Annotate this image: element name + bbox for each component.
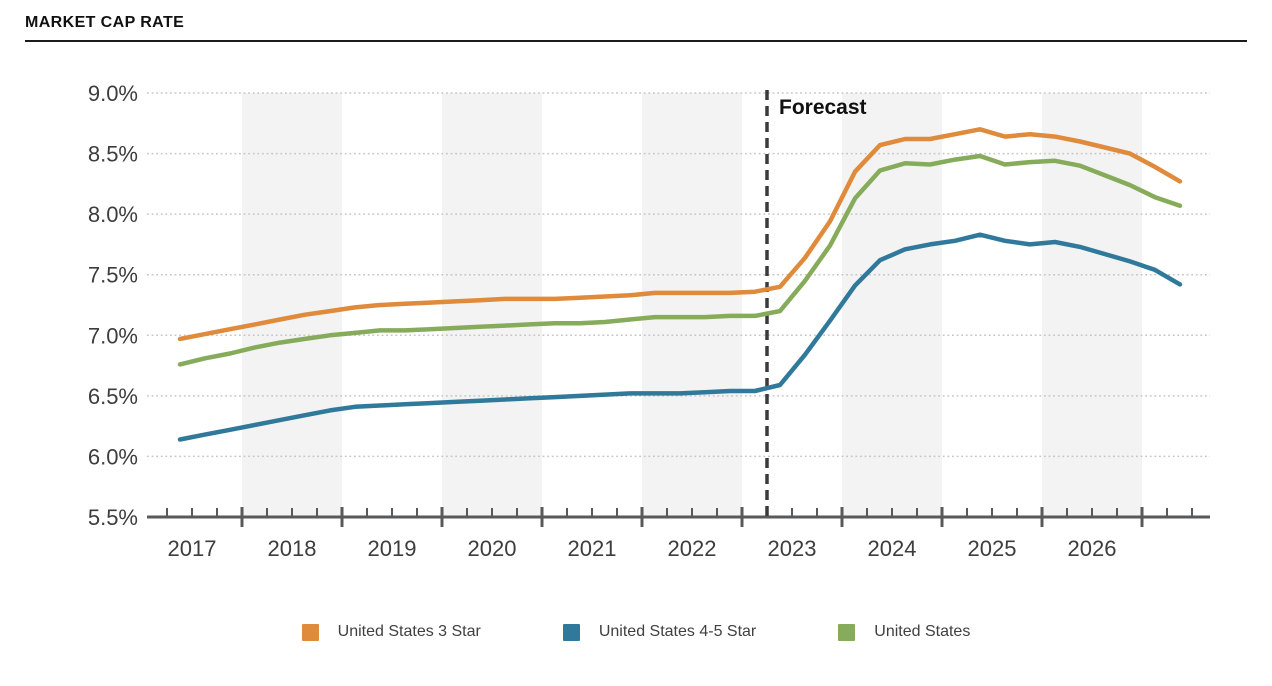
y-axis-label-8.5%: 8.5% (88, 142, 138, 167)
legend-label-3-star: United States 3 Star (337, 623, 481, 640)
x-axis-label-2019: 2019 (368, 536, 417, 561)
x-axis-label-2020: 2020 (468, 536, 517, 561)
y-axis-label-9.0%: 9.0% (88, 81, 138, 106)
x-axis-label-2022: 2022 (668, 536, 717, 561)
legend-label-4-5-star: United States 4-5 Star (598, 623, 757, 640)
year-band-2022 (642, 93, 742, 517)
y-axis-label-8.0%: 8.0% (88, 202, 138, 227)
year-band-2026 (1042, 93, 1142, 517)
year-band-2018 (242, 93, 342, 517)
x-axis-label-2017: 2017 (168, 536, 217, 561)
year-band-2024 (842, 93, 942, 517)
x-axis-label-2018: 2018 (268, 536, 317, 561)
y-axis-label-7.5%: 7.5% (88, 263, 138, 288)
year-band-2020 (442, 93, 542, 517)
legend-swatch-4-5-star-icon (562, 623, 580, 641)
y-axis-label-6.5%: 6.5% (88, 384, 138, 409)
x-axis-label-2026: 2026 (1068, 536, 1117, 561)
series-line-united-states-4-5-star (177, 232, 1183, 442)
y-axis-label-7.0%: 7.0% (88, 323, 138, 348)
x-axis-label-2024: 2024 (868, 536, 917, 561)
legend-item-4-5-star: United States 4-5 Star (562, 623, 757, 641)
x-axis-label-2023: 2023 (768, 536, 817, 561)
legend-label-united-states: United States (874, 623, 971, 640)
cap-rate-chart: 2017 2018 2019 2020 2021 2022 2023 2024 2025 2026… (0, 52, 1272, 600)
legend-swatch-3-star-icon (301, 623, 319, 641)
chart-legend: United States 3 Star United States 4-5 S… (0, 610, 1272, 654)
cap-rate-plot: 2017 2018 2019 2020 2021 2022 2023 2024 2025 2026… (88, 81, 1210, 561)
series-line-united-states-3-star (177, 127, 1183, 342)
x-axis-label-2021: 2021 (568, 536, 617, 561)
y-axis-label-5.5%: 5.5% (88, 505, 138, 530)
legend-swatch-united-states-icon (838, 623, 856, 641)
forecast-label: Forecast (779, 96, 867, 119)
series-line-united-states (177, 153, 1183, 367)
title-block: MARKET CAP RATE (25, 14, 1247, 42)
legend-item-united-states: United States (838, 623, 970, 641)
page-title: MARKET CAP RATE (25, 14, 1247, 42)
x-axis-label-2025: 2025 (968, 536, 1017, 561)
legend-item-3-star: United States 3 Star (301, 623, 481, 641)
y-axis-label-6.0%: 6.0% (88, 444, 138, 469)
